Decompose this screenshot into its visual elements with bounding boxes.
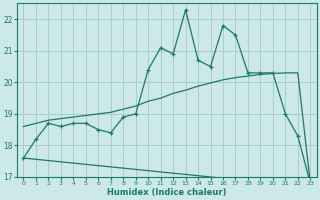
X-axis label: Humidex (Indice chaleur): Humidex (Indice chaleur)	[107, 188, 227, 197]
